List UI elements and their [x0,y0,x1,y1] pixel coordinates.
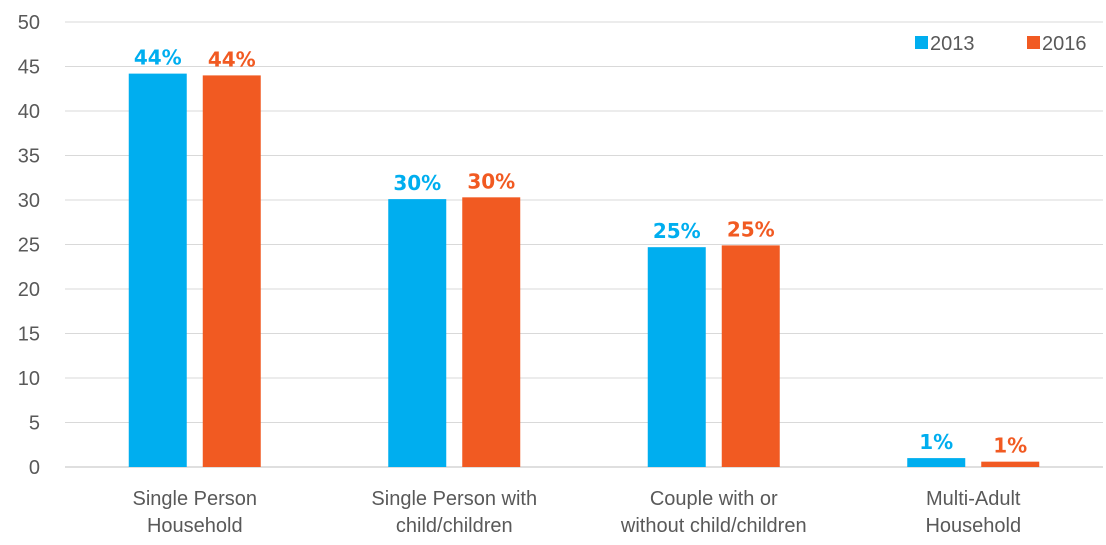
bar-2013-3 [907,458,966,467]
y-tick-label: 15 [18,324,40,346]
x-category-label: Couple with or [650,488,778,510]
y-axis: 0 5 10 15 20 25 30 35 40 45 50 [18,12,40,479]
bar-2016-1 [462,197,521,467]
x-category-label: Household [925,515,1021,537]
y-tick-label: 25 [18,235,40,257]
x-category-label: without child/children [620,515,807,537]
y-tick-label: 20 [18,279,40,301]
y-tick-label: 35 [18,146,40,168]
data-label: 1% [993,434,1027,458]
data-label: 1% [919,430,953,454]
y-tick-label: 30 [18,190,40,212]
bar-2016-2 [721,245,780,467]
y-tick-label: 5 [29,413,40,435]
data-label: 30% [467,169,515,193]
legend-label: 2013 [930,33,975,55]
legend-swatch-2013 [915,36,928,49]
y-tick-label: 0 [29,457,40,479]
data-label: 25% [727,217,775,241]
bar-2016-3 [981,461,1040,467]
legend-label: 2016 [1042,33,1087,55]
x-axis: Single Person Household Single Person with… [132,488,1021,537]
x-category-label: Multi-Adult [926,488,1021,510]
data-labels: 44% 44% 30% 30% 25% 25% 1% 1% [134,46,1027,458]
bar-2013-0 [128,73,187,468]
y-tick-label: 50 [18,12,40,34]
y-tick-label: 10 [18,368,40,390]
legend-swatch-2016 [1027,36,1040,49]
x-category-label: child/children [396,515,513,537]
x-category-label: Single Person [132,488,257,510]
y-tick-label: 40 [18,101,40,123]
data-label: 30% [393,171,441,195]
data-label: 44% [134,46,182,70]
bar-2013-1 [388,199,447,468]
bars [128,73,1040,468]
x-category-label: Single Person with [371,488,537,510]
data-label: 25% [653,219,701,243]
y-tick-label: 45 [18,57,40,79]
bar-2013-2 [647,247,706,467]
legend: 2013 2016 [915,33,1087,55]
bar-2016-0 [202,75,261,468]
x-category-label: Household [147,515,243,537]
data-label: 44% [208,47,256,71]
